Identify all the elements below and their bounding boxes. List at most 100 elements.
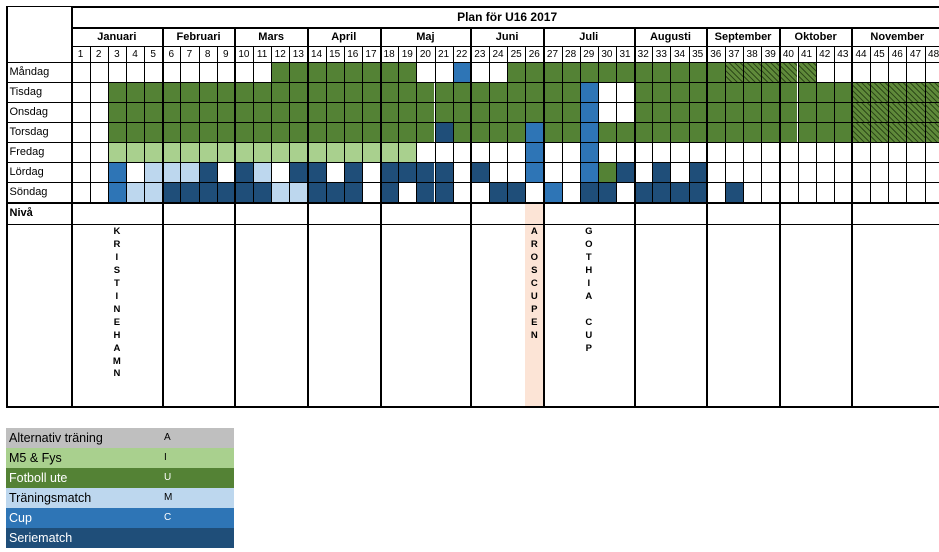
week-number: 18 <box>383 48 395 60</box>
week-number: 14 <box>310 48 323 60</box>
schedule-cell <box>398 122 417 142</box>
grid-line <box>488 46 490 202</box>
schedule-cell <box>452 122 471 142</box>
grid-line <box>797 46 799 202</box>
outer-border <box>5 406 939 408</box>
schedule-cell <box>398 82 417 102</box>
schedule-cell <box>380 82 399 102</box>
week-number: 4 <box>132 48 138 60</box>
week-number: 2 <box>95 48 102 60</box>
schedule-cell <box>543 122 562 142</box>
outer-border <box>71 27 939 29</box>
grid-line <box>870 46 872 202</box>
legend-item: Fotboll ute U <box>6 468 234 488</box>
schedule-cell <box>380 62 399 82</box>
schedule-cell <box>216 142 235 162</box>
schedule-cell <box>507 122 526 142</box>
schedule-cell <box>416 182 435 202</box>
grid-line <box>6 182 72 183</box>
schedule-cell <box>434 182 453 202</box>
schedule-cell <box>906 102 925 122</box>
month-border <box>379 27 382 406</box>
grid-line <box>107 46 109 202</box>
schedule-cell <box>125 182 145 202</box>
schedule-cell <box>652 82 671 102</box>
schedule-cell <box>543 82 562 102</box>
schedule-cell <box>434 82 453 102</box>
schedule-cell <box>198 182 217 202</box>
schedule-cell <box>380 122 399 142</box>
schedule-cell <box>634 122 653 142</box>
grid-line <box>361 46 363 202</box>
grid-line <box>198 46 200 202</box>
legend-label: M5 & Fys <box>9 451 62 465</box>
schedule-cell <box>724 102 744 122</box>
week-number: 16 <box>347 48 359 60</box>
schedule-cell <box>870 102 889 122</box>
grid-line <box>289 46 291 202</box>
schedule-cell <box>652 102 671 122</box>
month-header: Februari <box>176 30 221 43</box>
schedule-cell <box>162 142 181 162</box>
schedule-cell <box>525 162 544 182</box>
schedule-cell <box>488 82 508 102</box>
schedule-cell <box>434 162 453 182</box>
grid-line <box>652 46 654 202</box>
month-header: Oktober <box>794 30 837 43</box>
grid-line <box>6 62 72 63</box>
event-highlight-column <box>525 202 544 406</box>
event-letter: H <box>585 264 593 276</box>
schedule-cell <box>198 162 217 182</box>
schedule-cell <box>579 162 598 182</box>
day-label: Torsdag <box>9 126 49 138</box>
week-number: 42 <box>819 48 831 60</box>
schedule-cell <box>180 102 199 122</box>
week-number: 1 <box>77 48 84 60</box>
schedule-cell <box>452 62 471 82</box>
schedule-cell <box>434 102 453 122</box>
schedule-cell <box>289 142 308 162</box>
schedule-cell <box>743 82 762 102</box>
schedule-cell <box>851 122 871 142</box>
grid-line <box>6 82 72 83</box>
week-number: 33 <box>655 48 667 60</box>
week-number: 45 <box>873 48 885 60</box>
schedule-cell <box>797 102 816 122</box>
grid-line <box>125 46 127 202</box>
outer-border <box>5 6 8 407</box>
schedule-cell <box>253 122 272 142</box>
week-number: 7 <box>186 48 193 60</box>
schedule-cell <box>398 162 417 182</box>
schedule-cell <box>234 102 253 122</box>
grid-line <box>924 46 926 202</box>
grid-line <box>71 82 939 83</box>
schedule-cell <box>343 62 362 82</box>
outer-border <box>70 6 939 8</box>
schedule-cell <box>144 162 163 182</box>
schedule-cell <box>724 122 744 142</box>
day-label: Onsdag <box>9 106 49 118</box>
grid-line <box>71 62 939 63</box>
week-number: 31 <box>619 48 631 60</box>
week-number: 17 <box>365 48 377 60</box>
schedule-cell <box>906 122 925 142</box>
schedule-cell <box>488 182 508 202</box>
event-letter: N <box>113 303 121 315</box>
legend-label: Seriematch <box>9 531 73 545</box>
week-number: 8 <box>204 48 211 60</box>
schedule-cell <box>634 62 653 82</box>
schedule-cell <box>833 102 852 122</box>
schedule-cell <box>706 122 725 142</box>
event-letter: H <box>113 329 121 341</box>
grid-line <box>71 142 939 143</box>
schedule-cell <box>289 122 308 142</box>
schedule-cell <box>724 182 744 202</box>
month-border <box>234 27 237 406</box>
schedule-cell <box>525 102 544 122</box>
schedule-cell <box>253 182 272 202</box>
grid-line <box>888 46 890 202</box>
schedule-cell <box>289 162 308 182</box>
schedule-cell <box>706 102 725 122</box>
grid-line <box>452 46 454 202</box>
week-number: 26 <box>528 48 540 60</box>
